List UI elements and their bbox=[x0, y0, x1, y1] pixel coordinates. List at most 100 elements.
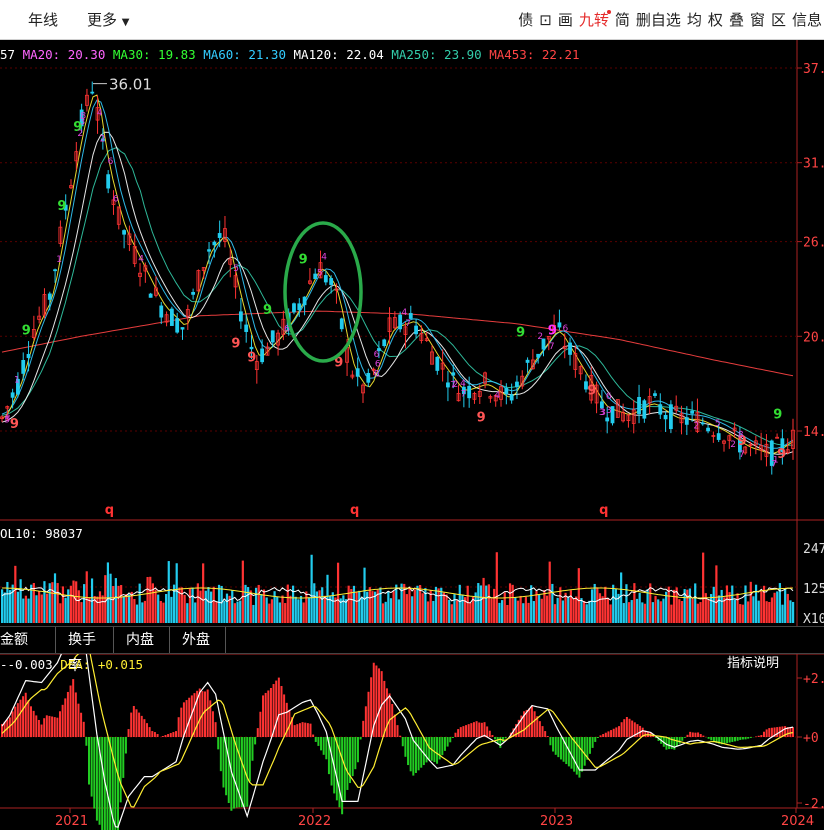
candle-body bbox=[727, 435, 732, 441]
ma-legend-item-3: MA60: 21.30 bbox=[203, 47, 294, 62]
candle-body bbox=[74, 151, 79, 162]
tab-3[interactable]: 外盘 bbox=[170, 627, 226, 653]
toolbar-item-1[interactable]: 画 bbox=[557, 11, 573, 29]
volume-bar bbox=[347, 585, 350, 623]
volume-bar bbox=[154, 589, 157, 623]
candle-body bbox=[748, 444, 753, 446]
volume-bar bbox=[220, 585, 223, 623]
volume-bar bbox=[186, 603, 189, 623]
candle-body bbox=[536, 353, 541, 358]
volume-bar bbox=[699, 602, 702, 623]
candle-body bbox=[647, 396, 652, 404]
toolbar-item-10[interactable]: 信息 bbox=[791, 11, 822, 29]
volume-bar bbox=[188, 588, 192, 623]
volume-bar bbox=[59, 603, 62, 623]
volume-bar bbox=[657, 599, 660, 623]
toolbar-item-5[interactable]: 均 bbox=[686, 11, 702, 29]
volume-bar bbox=[315, 591, 319, 623]
toolbar-item-3[interactable]: 简 bbox=[614, 11, 630, 29]
volume-bar bbox=[461, 594, 464, 623]
candle-body bbox=[196, 270, 201, 292]
ma-legend-item-6: MA453: 22.21 bbox=[489, 47, 580, 62]
candle-body bbox=[530, 359, 535, 370]
volume-bar bbox=[463, 597, 467, 623]
volume-bar bbox=[172, 584, 176, 623]
volume-bar bbox=[93, 596, 96, 623]
volume-bar bbox=[278, 602, 281, 623]
volume-bar bbox=[397, 599, 401, 623]
volume-bar bbox=[635, 598, 639, 623]
volume-bar bbox=[413, 589, 416, 623]
volume-bar bbox=[561, 600, 565, 623]
volume-bar bbox=[469, 603, 472, 623]
nine-mark-12: 9 bbox=[587, 384, 596, 399]
volume-bar bbox=[334, 597, 337, 623]
candle-body bbox=[430, 351, 434, 365]
volume-bar bbox=[207, 587, 210, 623]
toolbar-item-7[interactable]: 叠 bbox=[728, 11, 744, 29]
candle-body bbox=[610, 406, 615, 424]
year-line-button[interactable]: 年线 bbox=[28, 11, 59, 29]
volume-bar bbox=[51, 582, 54, 623]
volume-bar bbox=[112, 586, 115, 623]
candle-body bbox=[403, 326, 408, 335]
candle-body bbox=[233, 275, 238, 288]
count-digit: 2 bbox=[452, 380, 458, 390]
volume-legend: OL10: 98037 bbox=[0, 526, 83, 541]
toolbar-item-4[interactable]: 删自选 bbox=[635, 11, 681, 29]
volume-bar bbox=[180, 587, 184, 623]
candle-body bbox=[504, 387, 509, 395]
volume-bar bbox=[437, 588, 440, 623]
candle-body bbox=[626, 414, 631, 422]
volume-bar bbox=[212, 586, 215, 623]
toolbar-item-2[interactable]: 九转 bbox=[578, 10, 611, 29]
toolbar-item-6[interactable]: 权 bbox=[707, 11, 723, 29]
volume-bar bbox=[318, 590, 321, 623]
lock-icon[interactable]: ⊡ bbox=[539, 11, 552, 29]
volume-bar bbox=[511, 584, 514, 623]
volume-bar bbox=[519, 595, 522, 623]
nine-mark-3: 9 bbox=[57, 199, 66, 214]
ma-legend-item-4: MA120: 22.04 bbox=[293, 47, 392, 62]
volume-bar bbox=[104, 575, 107, 623]
volume-bar bbox=[485, 585, 488, 623]
candle-body bbox=[185, 309, 190, 318]
tab-0[interactable]: 金额 bbox=[0, 627, 56, 653]
candle-body bbox=[217, 233, 222, 238]
indicator-help-button[interactable]: 指标说明 bbox=[727, 656, 780, 671]
candle-body bbox=[382, 339, 387, 347]
volume-bar bbox=[527, 602, 530, 623]
volume-bar bbox=[307, 597, 311, 623]
macd-dea-value: +0.015 bbox=[97, 657, 144, 672]
count-digit: 8 bbox=[374, 370, 380, 380]
tab-1[interactable]: 换手率 bbox=[56, 627, 114, 674]
candle-body bbox=[377, 348, 381, 352]
volume-bar bbox=[228, 595, 231, 623]
volume-bar bbox=[125, 593, 128, 623]
time-tick-label-2: 2023 bbox=[540, 814, 573, 829]
volume-bar bbox=[691, 598, 694, 623]
candle-body bbox=[467, 385, 472, 399]
toolbar-item-8[interactable]: 窗 bbox=[749, 11, 765, 29]
candle-body bbox=[732, 427, 737, 432]
candle-body bbox=[323, 275, 328, 283]
volume-bar bbox=[8, 590, 12, 623]
more-label: 更多 bbox=[87, 11, 118, 29]
candle-body bbox=[594, 384, 599, 404]
candle-body bbox=[371, 368, 376, 371]
candle-body bbox=[621, 411, 626, 422]
nine-mark-5: 9 bbox=[263, 303, 272, 318]
volume-bar bbox=[477, 583, 480, 623]
volume-bar bbox=[302, 602, 305, 623]
macd-dea-line bbox=[1, 646, 794, 808]
volume-bar bbox=[360, 597, 363, 623]
toolbar-item-0[interactable]: 债 bbox=[518, 11, 534, 29]
more-menu-button[interactable]: 更多 ▼ bbox=[87, 10, 130, 33]
count-digit: 5 bbox=[715, 419, 721, 429]
toolbar-item-9[interactable]: 区 bbox=[770, 11, 786, 29]
tab-2[interactable]: 内盘 bbox=[114, 627, 170, 653]
volume-bar bbox=[670, 604, 673, 623]
volume-bar bbox=[276, 596, 279, 623]
candle-body bbox=[111, 199, 116, 205]
